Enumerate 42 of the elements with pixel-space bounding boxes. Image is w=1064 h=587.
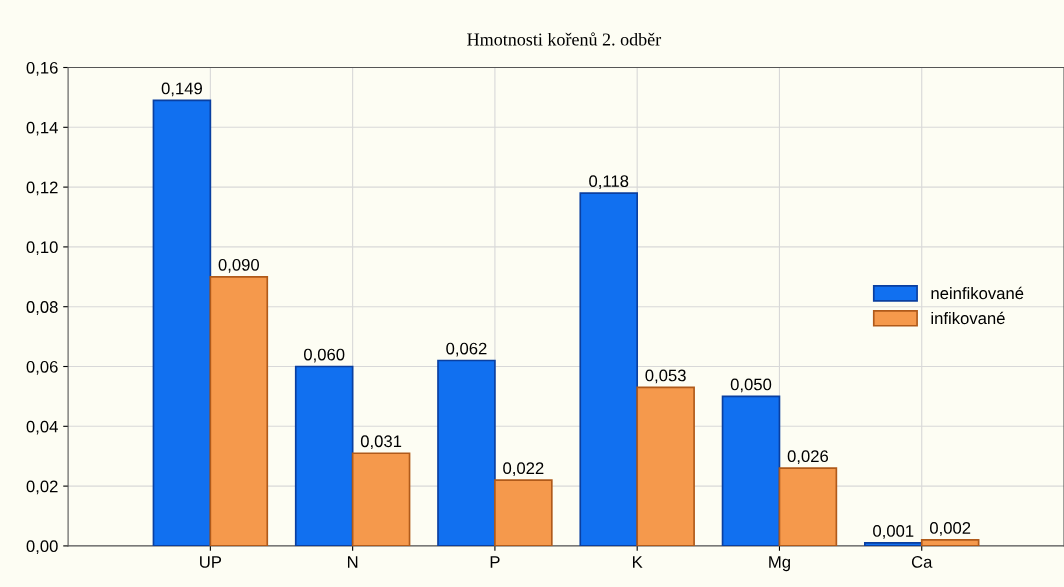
bar: [778, 467, 838, 546]
data-label: 0,060: [303, 348, 345, 363]
data-label: 0,118: [589, 175, 629, 189]
chart-title: Hmotnosti kořenů 2. odběr: [467, 32, 662, 46]
bar: [437, 359, 496, 546]
data-label: 0,053: [645, 369, 686, 384]
bar: [209, 275, 269, 546]
y-tick-label: 0,08: [26, 301, 58, 315]
bar: [152, 99, 212, 546]
x-tick-label: UP: [200, 556, 222, 568]
y-tick-label: 0,12: [26, 181, 58, 196]
x-tick-label: N: [347, 556, 358, 568]
bar: [579, 192, 639, 546]
data-label: 0,050: [730, 378, 772, 393]
data-label: 0,149: [161, 82, 202, 97]
bar: [294, 365, 354, 546]
data-label: 0,062: [446, 342, 487, 357]
data-label: 0,001: [873, 525, 914, 539]
bar: [494, 479, 553, 546]
bar: [863, 542, 923, 546]
legend-label: neinfikované: [931, 286, 1024, 300]
bar: [721, 395, 781, 546]
y-tick-label: 0,06: [26, 360, 58, 375]
y-tick-label: 0,00: [26, 540, 58, 555]
x-tick-label: K: [632, 556, 643, 568]
bar: [351, 452, 411, 546]
bar: [636, 386, 695, 546]
y-tick-label: 0,14: [26, 121, 58, 136]
y-tick-label: 0,10: [26, 241, 58, 256]
data-label: 0,090: [218, 258, 260, 273]
data-label: 0,022: [503, 462, 544, 477]
x-tick-label: Ca: [911, 556, 933, 568]
data-label: 0,026: [787, 450, 829, 465]
y-tick-label: 0,04: [26, 420, 58, 435]
data-label: 0,031: [360, 435, 402, 450]
y-tick-label: 0,16: [26, 61, 58, 76]
x-tick-label: P: [490, 556, 500, 568]
y-tick-label: 0,02: [26, 480, 58, 495]
legend-label: infikované: [931, 311, 1005, 325]
bar: [920, 539, 980, 546]
data-label: 0,002: [929, 522, 971, 536]
x-tick-label: Mg: [769, 556, 790, 572]
